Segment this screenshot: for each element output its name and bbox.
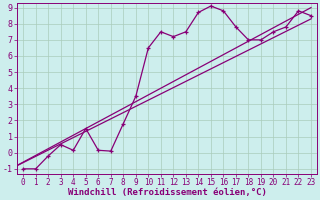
X-axis label: Windchill (Refroidissement éolien,°C): Windchill (Refroidissement éolien,°C) [68, 188, 267, 197]
